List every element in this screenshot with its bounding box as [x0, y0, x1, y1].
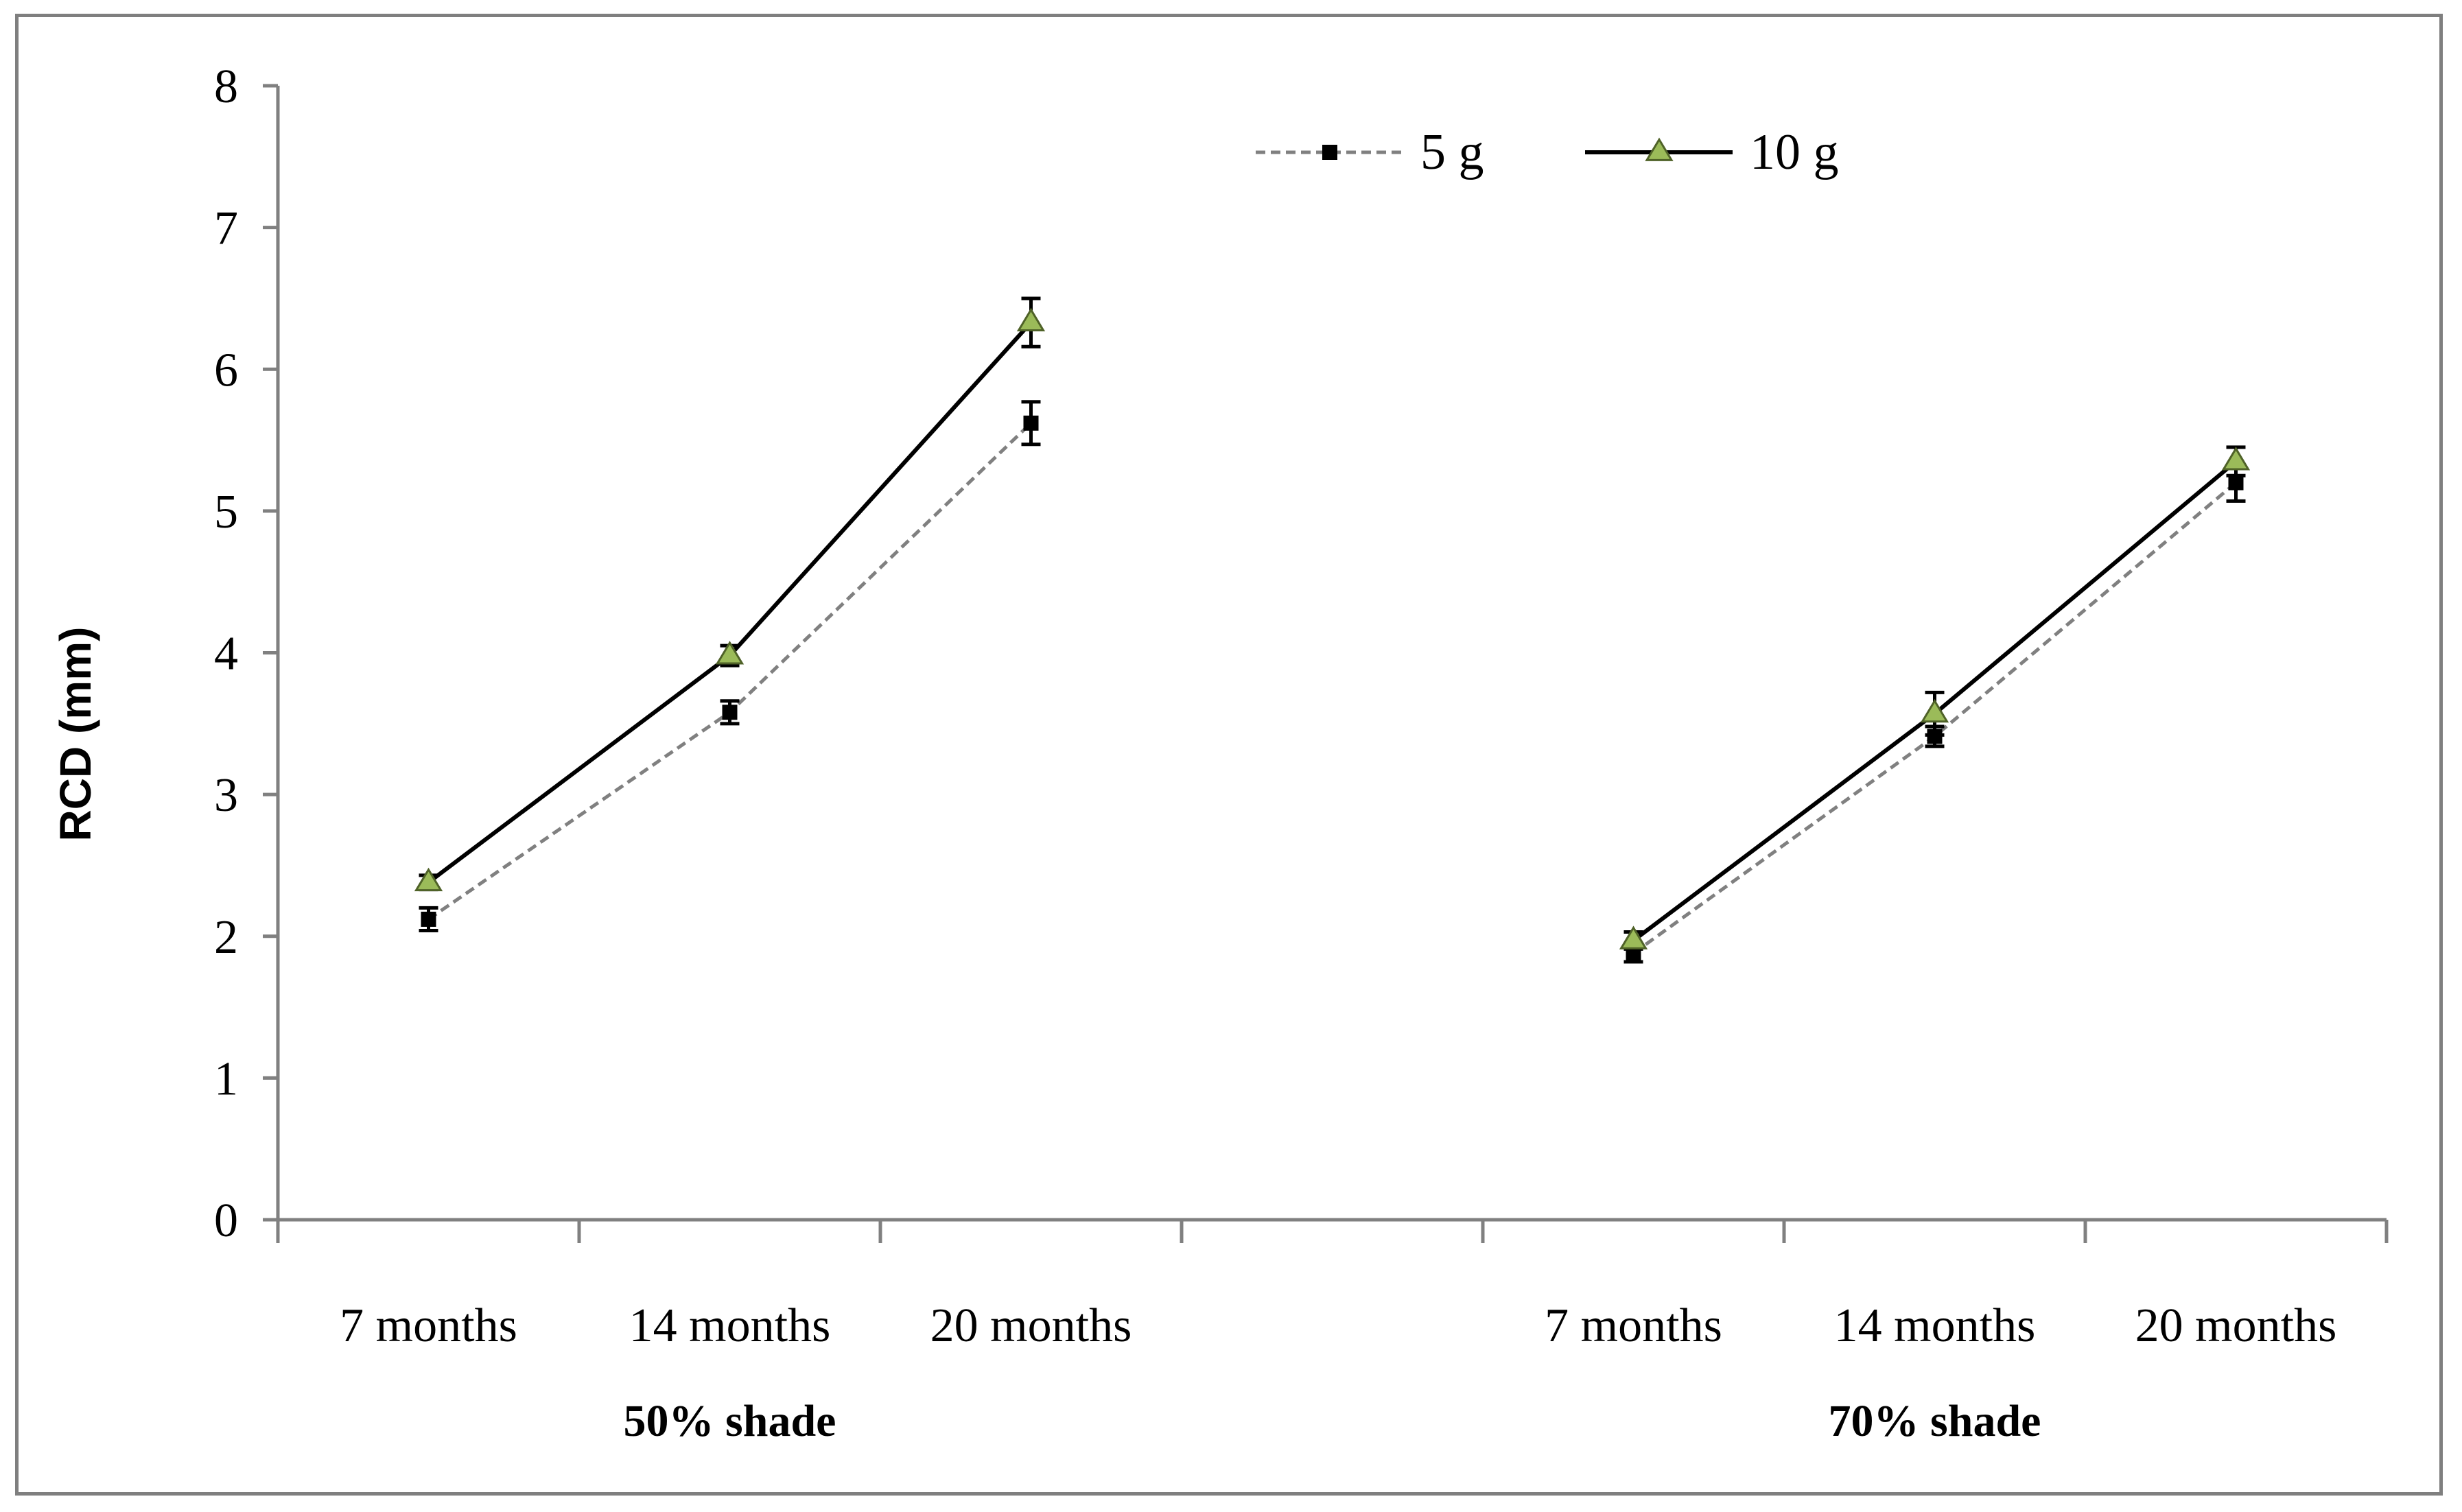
x-group-label: 70% shade	[1829, 1396, 2041, 1446]
x-category-label: 14 months	[629, 1299, 831, 1352]
y-tick-label: 3	[214, 769, 238, 822]
y-tick-label: 0	[214, 1194, 238, 1247]
legend-label: 10 g	[1750, 124, 1839, 180]
y-tick-label: 5	[214, 486, 238, 539]
data-point-square	[421, 911, 436, 927]
x-category-label: 14 months	[1834, 1299, 2036, 1352]
data-point-square	[722, 705, 738, 720]
y-tick-label: 6	[214, 344, 238, 397]
axes	[263, 84, 2389, 1243]
data-point-triangle	[715, 641, 745, 665]
x-category-label: 7 months	[1545, 1299, 1722, 1352]
data-point-triangle	[1920, 698, 1949, 723]
chart-frame	[15, 14, 2443, 1496]
legend-label: 5 g	[1420, 124, 1484, 180]
x-category-label: 7 months	[340, 1299, 517, 1352]
x-group-label: 50% shade	[624, 1396, 836, 1446]
data-point-triangle	[1645, 137, 1674, 161]
y-tick-label: 7	[214, 202, 238, 255]
data-point-square	[1322, 145, 1337, 160]
data-point-square	[2228, 475, 2244, 491]
y-tick-label: 4	[214, 628, 238, 681]
y-tick-label: 2	[214, 911, 238, 964]
series-line	[427, 321, 1033, 884]
y-tick-label: 1	[214, 1052, 238, 1105]
y-axis-title: RCD (mm)	[51, 627, 100, 842]
data-point-triangle	[1619, 925, 1648, 949]
series-layer	[414, 296, 2251, 964]
series-line	[427, 421, 1033, 921]
x-category-label: 20 months	[2135, 1299, 2337, 1352]
legend: 5 g 10 g	[1256, 124, 1839, 180]
data-point-triangle	[1016, 307, 1046, 331]
data-point-square	[1023, 415, 1039, 431]
data-point-triangle	[414, 867, 443, 892]
labels-layer: RCD (mm) 0 1 2 3 4 5 6 7 8 7 months 14 months 20 mo…	[51, 60, 2336, 1446]
x-category-label: 20 months	[930, 1299, 1132, 1352]
data-point-triangle	[2221, 447, 2251, 471]
y-tick-label: 8	[214, 60, 238, 113]
